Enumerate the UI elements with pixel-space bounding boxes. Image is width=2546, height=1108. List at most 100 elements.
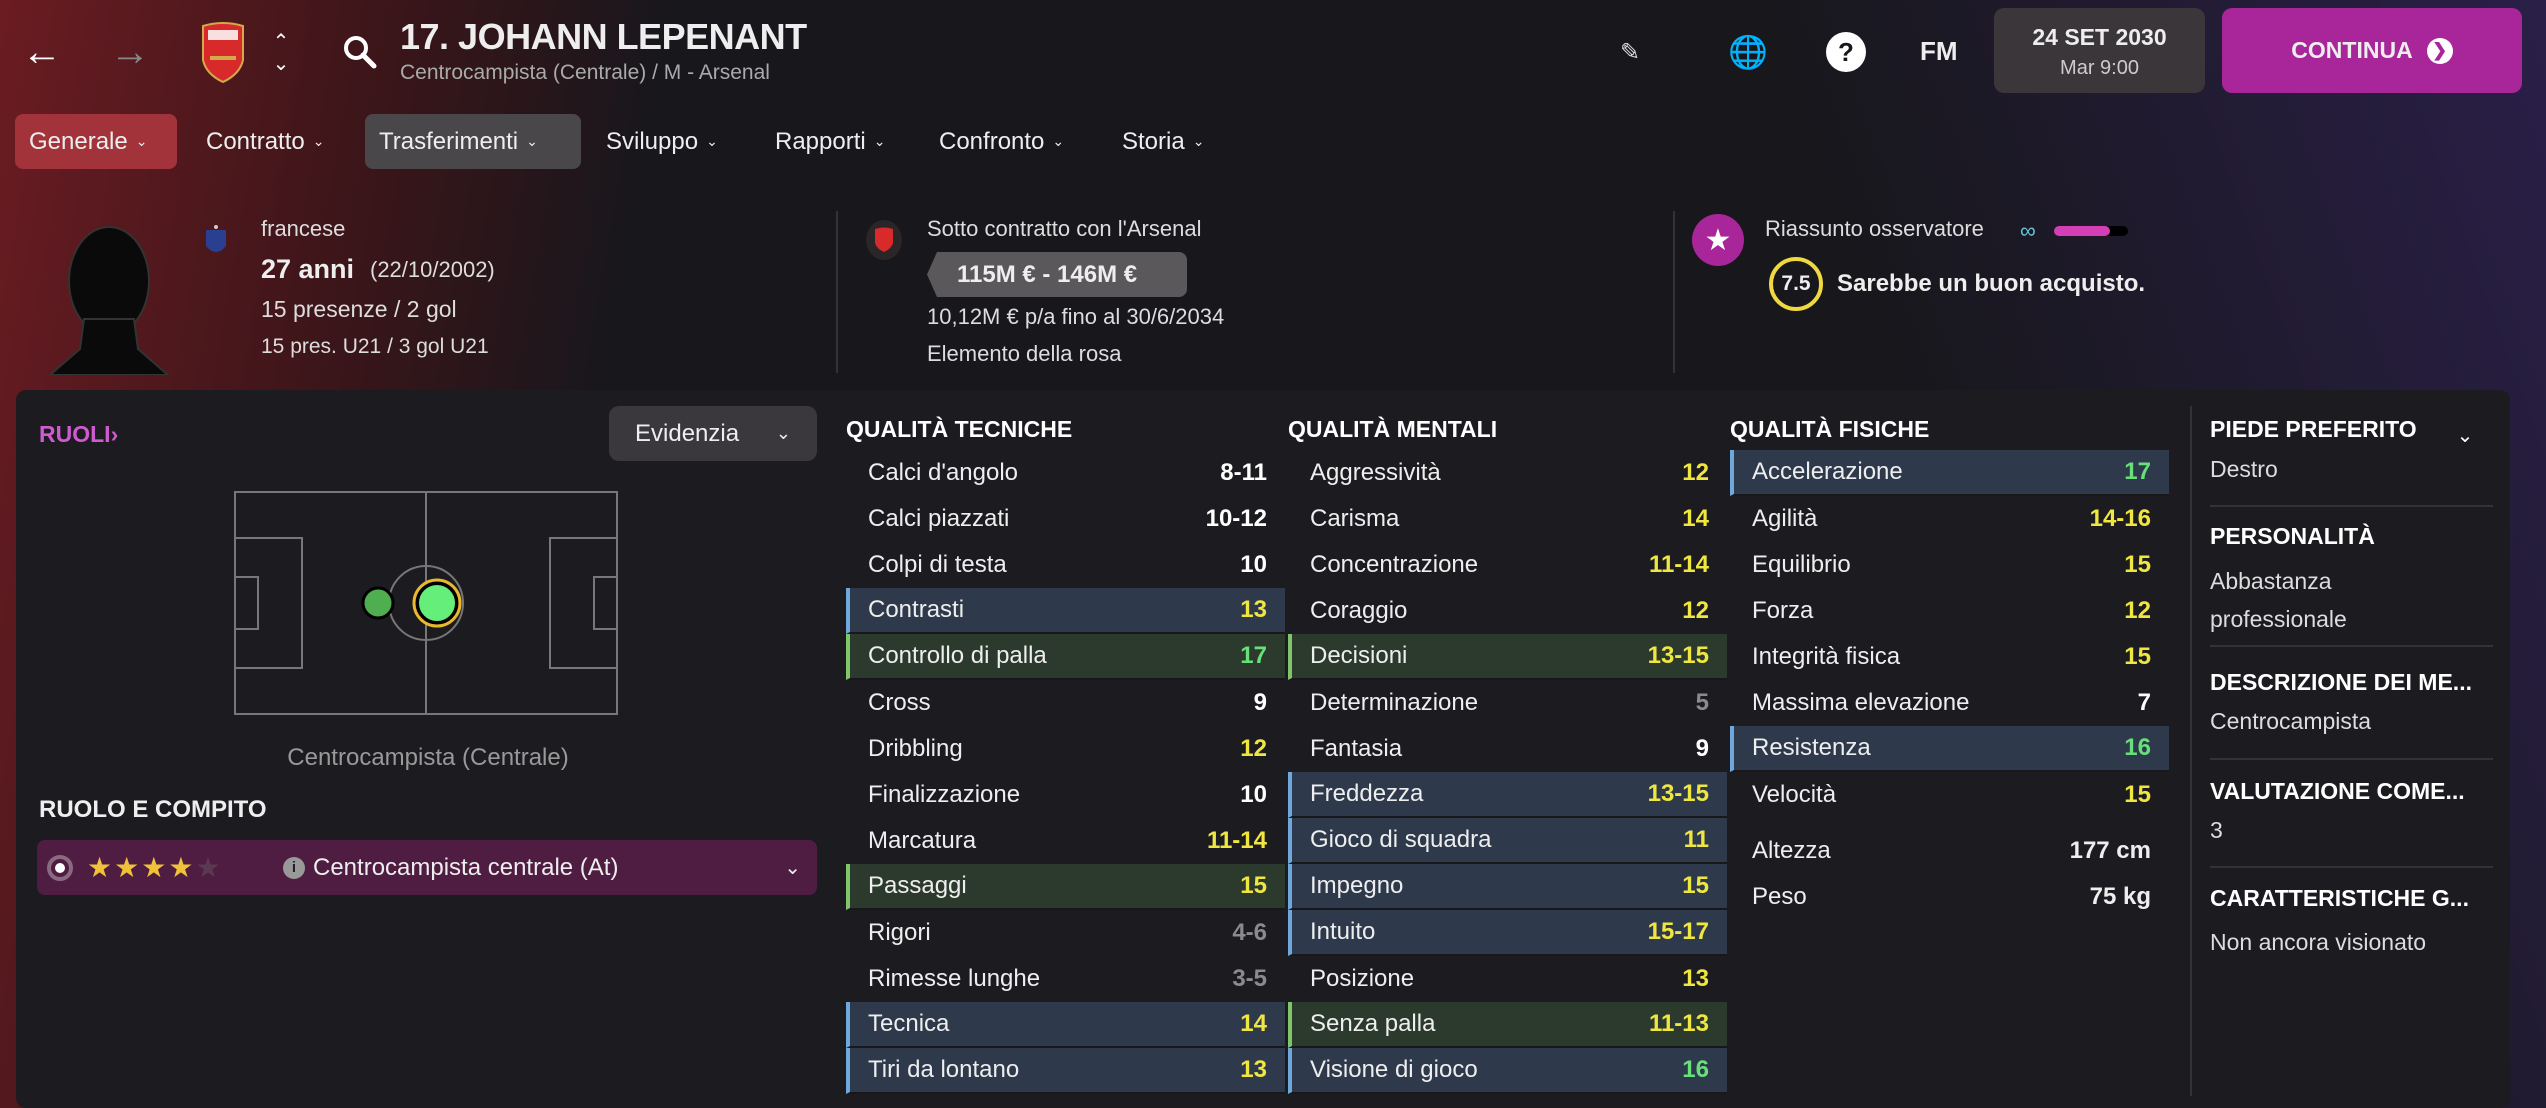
attribute-row[interactable]: Resistenza 16 bbox=[1730, 726, 2169, 772]
roles-link[interactable]: RUOLI› bbox=[39, 421, 119, 447]
wage: 10,12M € p/a fino al 30/6/2034 bbox=[927, 304, 1225, 329]
attribute-row[interactable]: Posizione 13 bbox=[1288, 956, 1727, 1002]
attribute-row[interactable]: Intuito 15-17 bbox=[1288, 910, 1727, 956]
attribute-row[interactable]: Determinazione 5 bbox=[1288, 680, 1727, 726]
attribute-row[interactable]: Gioco di squadra 11 bbox=[1288, 818, 1727, 864]
rating-heading: VALUTAZIONE COME... bbox=[2210, 778, 2465, 804]
tab-contratto[interactable]: Contratto ⌄ bbox=[192, 114, 338, 169]
attribute-name: Determinazione bbox=[1310, 689, 1479, 716]
chevron-down-icon[interactable]: ⌄ bbox=[2456, 424, 2474, 447]
divider bbox=[2190, 406, 2192, 1096]
chevron-down-icon: ⌄ bbox=[526, 133, 538, 149]
divider bbox=[2210, 645, 2493, 647]
weight-value: 75 kg bbox=[2089, 883, 2151, 910]
attribute-value: 10 bbox=[1240, 551, 1267, 578]
attribute-row[interactable]: Dribbling 12 bbox=[846, 726, 1285, 772]
attribute-row[interactable]: Accelerazione 17 bbox=[1730, 450, 2169, 496]
attribute-row[interactable]: Passaggi 15 bbox=[846, 864, 1285, 910]
attribute-row[interactable]: Controllo di palla 17 bbox=[846, 634, 1285, 680]
attribute-row[interactable]: Rigori 4-6 bbox=[846, 910, 1285, 956]
forward-arrow-icon[interactable]: → bbox=[110, 29, 150, 74]
transfer-value: 115M € - 146M € bbox=[957, 260, 1138, 288]
tab-rapporti[interactable]: Rapporti ⌄ bbox=[761, 114, 899, 169]
attribute-row[interactable]: Integrità fisica 15 bbox=[1730, 634, 2169, 680]
attribute-row[interactable]: Carisma 14 bbox=[1288, 496, 1727, 542]
tab-trasferimenti[interactable]: Trasferimenti ⌄ bbox=[365, 114, 581, 169]
attribute-row[interactable]: Agilità 14-16 bbox=[1730, 496, 2169, 542]
attribute-name: Massima elevazione bbox=[1752, 689, 1970, 716]
attribute-name: Tiri da lontano bbox=[868, 1056, 1020, 1083]
tab-label: Rapporti bbox=[775, 127, 866, 155]
info-icon[interactable]: i bbox=[283, 856, 305, 879]
france-flag-icon bbox=[204, 224, 228, 258]
attribute-row[interactable]: Cross 9 bbox=[846, 680, 1285, 726]
tab-sviluppo[interactable]: Sviluppo ⌄ bbox=[592, 114, 732, 169]
divider bbox=[2210, 758, 2493, 760]
attribute-row[interactable]: Tecnica 14 bbox=[846, 1002, 1285, 1048]
radio-icon[interactable] bbox=[47, 854, 73, 881]
attribute-name: Passaggi bbox=[868, 872, 967, 899]
attribute-name: Tecnica bbox=[868, 1010, 950, 1037]
search-icon[interactable] bbox=[338, 30, 382, 74]
chevron-right-circle-icon: ❯ bbox=[2426, 37, 2453, 64]
attribute-row[interactable]: Finalizzazione 10 bbox=[846, 772, 1285, 818]
star-icon: ★ bbox=[87, 852, 115, 883]
role-duty-selector[interactable]: ★★★★★ i Centrocampista centrale (At) ⌄ bbox=[37, 840, 817, 895]
tab-storia[interactable]: Storia ⌄ bbox=[1108, 114, 1218, 169]
attribute-value: 13 bbox=[1240, 1056, 1267, 1083]
attribute-row[interactable]: Aggressività 12 bbox=[1288, 450, 1727, 496]
highlight-dropdown[interactable]: Evidenzia ⌄ bbox=[609, 406, 817, 461]
attribute-row[interactable]: Equilibrio 15 bbox=[1730, 542, 2169, 588]
attribute-row[interactable]: Colpi di testa 10 bbox=[846, 542, 1285, 588]
attribute-row[interactable]: Forza 12 bbox=[1730, 588, 2169, 634]
attribute-row[interactable]: Tiri da lontano 13 bbox=[846, 1048, 1285, 1094]
tab-label: Contratto bbox=[206, 127, 305, 155]
chevron-down-icon: ⌄ bbox=[873, 133, 886, 149]
time-text: Mar 9:00 bbox=[2060, 57, 2139, 79]
attribute-name: Rimesse lunghe bbox=[868, 965, 1041, 992]
attribute-row[interactable]: Decisioni 13-15 bbox=[1288, 634, 1727, 680]
date-of-birth: (22/10/2002) bbox=[370, 257, 495, 282]
attribute-row[interactable]: Senza palla 11-13 bbox=[1288, 1002, 1727, 1048]
height-label: Altezza bbox=[1752, 837, 1831, 864]
fm-menu-button[interactable]: FM bbox=[1920, 36, 1958, 66]
attribute-name: Marcatura bbox=[868, 827, 977, 854]
attribute-row[interactable]: Massima elevazione 7 bbox=[1730, 680, 2169, 726]
attribute-row[interactable]: Visione di gioco 16 bbox=[1288, 1048, 1727, 1094]
attribute-value: 4-6 bbox=[1232, 919, 1267, 946]
attribute-row[interactable]: Coraggio 12 bbox=[1288, 588, 1727, 634]
chevron-down-icon[interactable]: ⌄ bbox=[784, 857, 801, 879]
attribute-row[interactable]: Velocità 15 bbox=[1730, 772, 2169, 818]
scout-rating-badge: 7.5 bbox=[1769, 257, 1823, 311]
date-text: 24 SET 2030 bbox=[2032, 24, 2167, 50]
tab-generale[interactable]: Generale ⌄ bbox=[15, 114, 177, 169]
globe-icon[interactable]: 🌐 bbox=[1728, 34, 1768, 70]
role-duty-heading: RUOLO E COMPITO bbox=[39, 796, 267, 823]
secondary-position-dot bbox=[361, 586, 395, 620]
attribute-row[interactable]: Contrasti 13 bbox=[846, 588, 1285, 634]
attribute-row[interactable]: Calci piazzati 10-12 bbox=[846, 496, 1285, 542]
attribute-value: 10 bbox=[1240, 781, 1267, 808]
media-description-value: Centrocampista bbox=[2210, 708, 2372, 734]
tab-confronto[interactable]: Confronto ⌄ bbox=[925, 114, 1078, 169]
pencil-icon[interactable]: ✎ bbox=[1619, 38, 1641, 66]
transfer-value-tag[interactable]: 115M € - 146M € bbox=[927, 252, 1187, 297]
player-switch-chevrons-icon[interactable]: ⌃ ⌄ bbox=[272, 31, 290, 75]
attribute-row[interactable]: Calci d'angolo 8-11 bbox=[846, 450, 1285, 496]
attribute-value: 17 bbox=[1240, 642, 1267, 669]
attribute-row[interactable]: Marcatura 11-14 bbox=[846, 818, 1285, 864]
attribute-row[interactable]: Fantasia 9 bbox=[1288, 726, 1727, 772]
attribute-row[interactable]: Impegno 15 bbox=[1288, 864, 1727, 910]
mental-heading: QUALITÀ MENTALI bbox=[1288, 416, 1498, 442]
help-icon[interactable]: ? bbox=[1826, 32, 1866, 72]
club-badge[interactable] bbox=[200, 22, 246, 84]
scout-verdict: Sarebbe un buon acquisto. bbox=[1837, 270, 2146, 297]
date-display[interactable]: 24 SET 2030 Mar 9:00 bbox=[1994, 8, 2205, 93]
attribute-row[interactable]: Concentrazione 11-14 bbox=[1288, 542, 1727, 588]
continue-button[interactable]: CONTINUA ❯ bbox=[2222, 8, 2522, 93]
primary-position-dot bbox=[415, 581, 459, 625]
attribute-row[interactable]: Rimesse lunghe 3-5 bbox=[846, 956, 1285, 1002]
attribute-name: Calci d'angolo bbox=[868, 459, 1019, 486]
attribute-row[interactable]: Freddezza 13-15 bbox=[1288, 772, 1727, 818]
back-arrow-icon[interactable]: ← bbox=[22, 29, 62, 74]
